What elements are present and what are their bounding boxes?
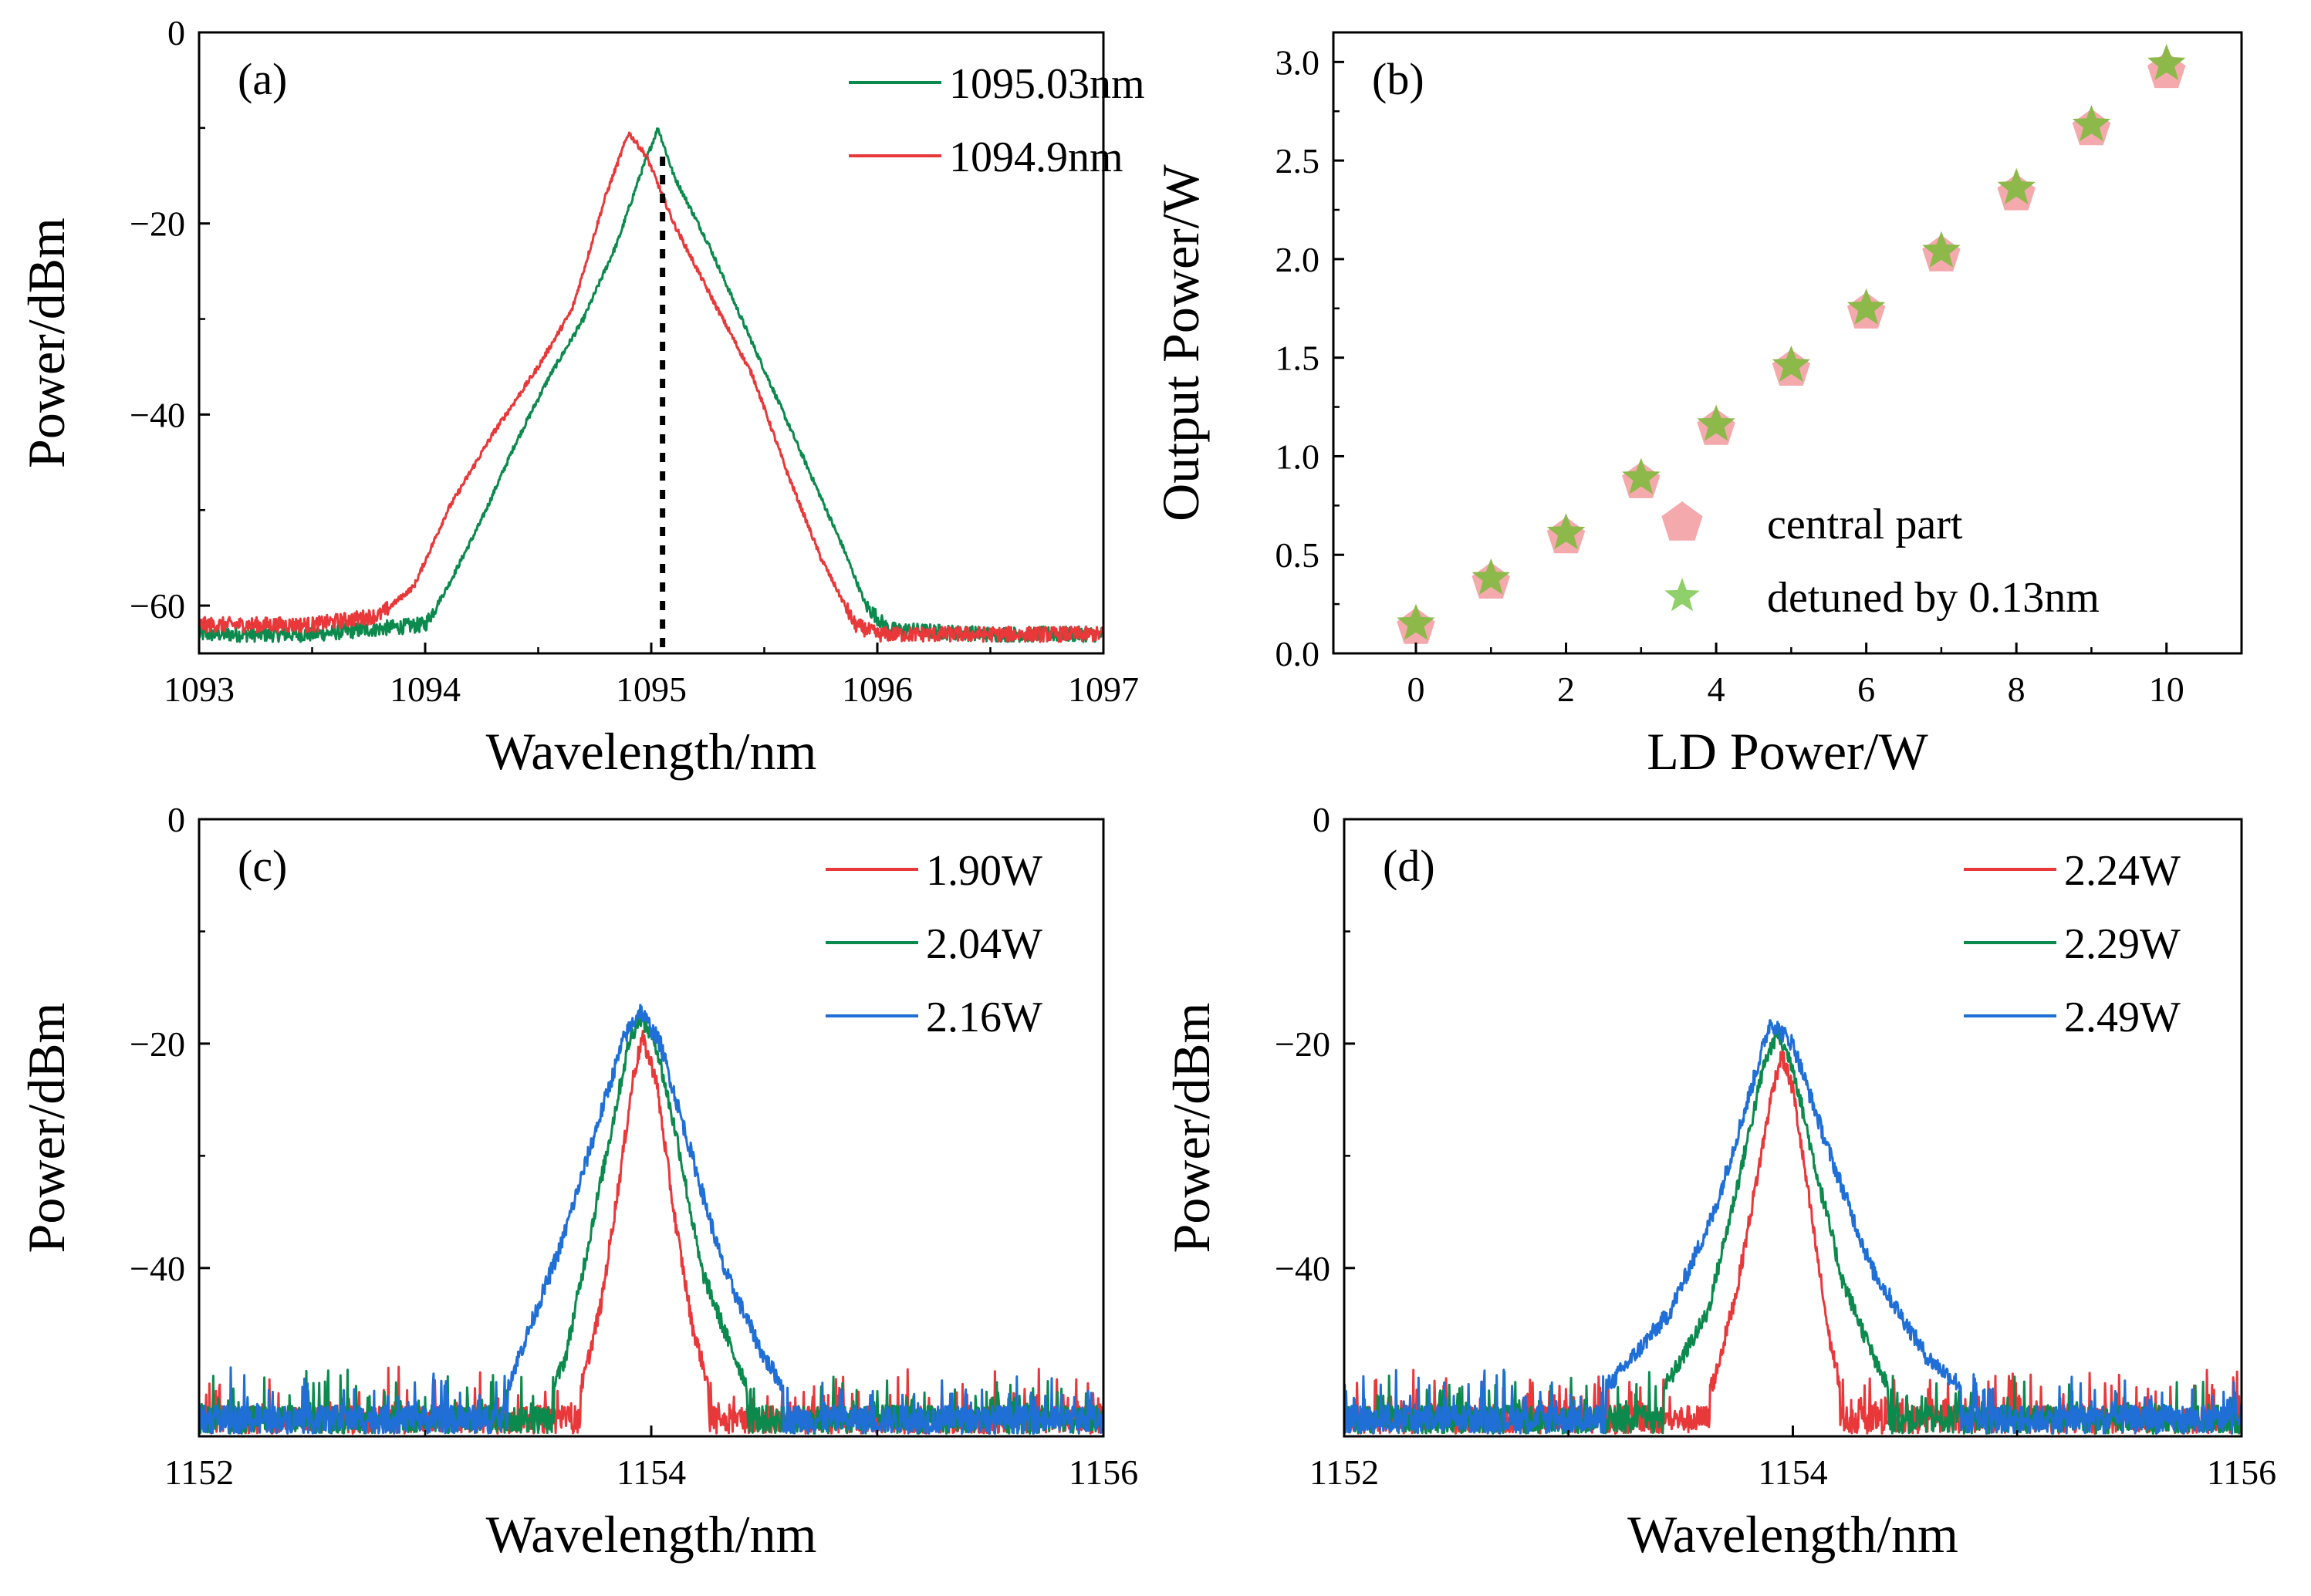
data-point-star [1397, 603, 1435, 640]
y-axis-label: Power/dBm [17, 1003, 76, 1254]
y-axis-label: Power/dBm [17, 218, 76, 468]
plot-area [199, 127, 1103, 643]
legend-label: 2.29W [2064, 920, 2181, 968]
panel-label: (a) [238, 54, 287, 104]
legend-label: 2.16W [926, 994, 1042, 1041]
legend-label: detuned by 0.13nm [1767, 574, 2100, 622]
plot-frame [1332, 31, 2243, 655]
y-axis-label: Output Power/W [1151, 164, 1210, 521]
y-tick-label: 0 [1313, 800, 1330, 839]
plot-frame [198, 818, 1105, 1438]
x-tick-label: 10 [2149, 670, 2184, 709]
panel-d: 1152 1154 1156 0 −20 −40 Wavelength/nm Power/dB… [1162, 800, 2276, 1564]
data-point-star [2072, 105, 2111, 142]
data-point-star [1622, 457, 1661, 494]
legend-label: 1095.03nm [949, 60, 1145, 108]
x-tick-label: 1156 [2207, 1453, 2276, 1492]
panel-label: (c) [238, 841, 287, 891]
x-tick-label: 2 [1557, 670, 1575, 709]
y-tick-label: 1.0 [1275, 437, 1320, 476]
x-tick-label: 4 [1708, 670, 1725, 709]
data-point-star [2147, 43, 2186, 80]
x-axis-label: Wavelength/nm [1627, 1505, 1958, 1564]
legend-label: 2.24W [2064, 847, 2181, 895]
y-tick-label: 2.0 [1275, 240, 1320, 279]
y-tick-label: 2.5 [1275, 141, 1320, 181]
data-point-star [1922, 231, 1961, 268]
plot-area [1344, 1019, 2242, 1435]
x-tick-label: 0 [1407, 670, 1425, 709]
y-axis-label: Power/dBm [1162, 1003, 1221, 1254]
x-tick-label: 1152 [1309, 1453, 1379, 1492]
y-tick-label: 0.5 [1275, 535, 1320, 575]
series-line-1095.03nm [199, 127, 1103, 643]
x-tick-label: 8 [2008, 670, 2026, 709]
y-tick-label: 1.5 [1275, 339, 1320, 378]
y-tick-label: −40 [130, 1249, 185, 1288]
plot-frame [198, 31, 1105, 655]
x-axis-label: Wavelength/nm [486, 1505, 817, 1564]
y-tick-label: −20 [130, 1024, 185, 1064]
series-line-1094.9nm [199, 131, 1103, 643]
panel-c: 1152 1154 1156 0 −20 −40 Wavelength/nm Power/dB… [17, 800, 1138, 1564]
panel-b: 0 2 4 6 8 10 0.0 0.5 1.0 1.5 2.0 2.5 3.0 LD Power/W Ou… [1151, 31, 2243, 781]
series-line-2.49W [1344, 1019, 2242, 1435]
y-tick-label: −20 [1275, 1024, 1330, 1064]
legend: central part detuned by 0.13nm [1661, 501, 2100, 622]
x-tick-label: 1154 [617, 1453, 686, 1492]
data-point-star [1772, 345, 1811, 382]
y-tick-label: 0.0 [1275, 634, 1320, 673]
legend: 2.24W 2.29W 2.49W [1964, 847, 2181, 1041]
x-tick-label: 1097 [1068, 670, 1139, 709]
y-tick-label: 3.0 [1275, 42, 1320, 82]
data-point-star [1997, 167, 2036, 204]
legend-label: 2.49W [2064, 994, 2181, 1041]
data-point-star [1546, 513, 1586, 550]
x-tick-label: 1096 [842, 670, 913, 709]
panel-a: 1093 1094 1095 1096 1097 0 −20 −40 −60 Wavelength… [17, 13, 1145, 781]
x-tick-label: 1152 [164, 1453, 234, 1492]
legend-label: 1094.9nm [949, 133, 1123, 181]
data-point-star [1846, 288, 1886, 325]
y-tick-label: −40 [1275, 1249, 1330, 1288]
panel-label: (d) [1383, 841, 1435, 891]
panel-label: (b) [1372, 54, 1424, 104]
legend-label: 2.04W [926, 920, 1042, 968]
y-tick-label: −60 [130, 586, 185, 626]
x-tick-label: 6 [1857, 670, 1875, 709]
legend: 1.90W 2.04W 2.16W [826, 847, 1042, 1041]
x-tick-label: 1154 [1758, 1453, 1827, 1492]
plot-area [199, 1004, 1103, 1435]
x-axis-label: LD Power/W [1647, 722, 1928, 781]
y-tick-label: 0 [167, 800, 185, 839]
y-tick-label: −20 [130, 204, 185, 244]
x-tick-label: 1094 [390, 670, 461, 709]
plot-frame [1343, 818, 2243, 1438]
y-tick-label: −40 [130, 395, 185, 434]
legend: 1095.03nm 1094.9nm [849, 60, 1145, 181]
x-axis-label: Wavelength/nm [486, 722, 817, 781]
data-point-star [1697, 404, 1735, 441]
legend-label: 1.90W [926, 847, 1042, 895]
legend-label: central part [1767, 501, 1963, 548]
legend-swatch-star [1664, 578, 1700, 612]
x-tick-label: 1095 [616, 670, 687, 709]
series-line-2.16W [199, 1004, 1103, 1435]
y-tick-label: 0 [167, 13, 185, 52]
data-point-star [1471, 558, 1510, 595]
x-tick-label: 1093 [164, 670, 235, 709]
legend-swatch-pentagon [1661, 501, 1703, 541]
x-tick-label: 1156 [1069, 1453, 1138, 1492]
